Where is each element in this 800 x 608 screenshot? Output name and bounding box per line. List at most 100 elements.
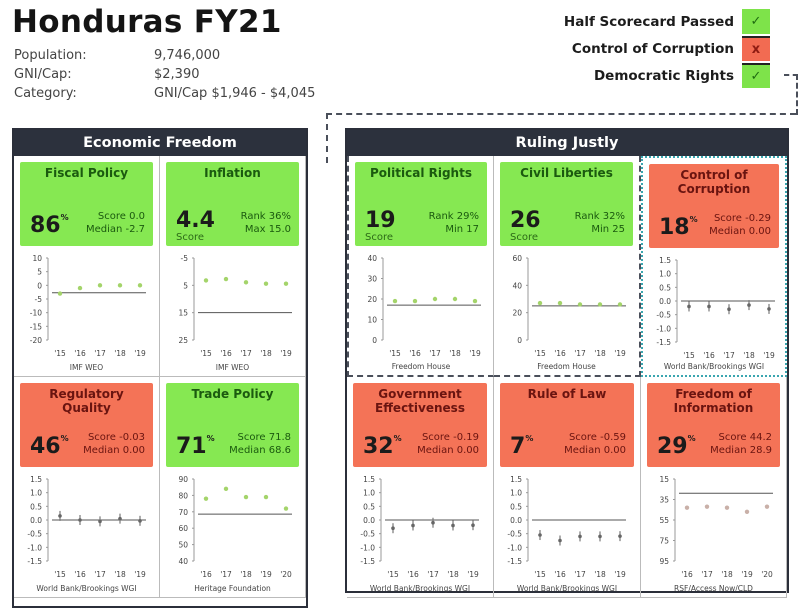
svg-text:'16: '16 [409,349,421,358]
svg-text:'17: '17 [701,570,713,579]
indicator-score: 32% [363,434,402,459]
svg-text:0.0: 0.0 [363,516,375,525]
indicator-card: Civil Liberties 26 Score Rank 32% Min 25 [500,162,633,246]
svg-text:1.0: 1.0 [363,489,375,498]
svg-text:-1.0: -1.0 [507,543,522,552]
legend-half-scorecard: Half Scorecard Passed ✓ [510,8,770,35]
info-gni: GNI/Cap: $2,390 [14,67,200,82]
svg-text:'18: '18 [594,570,606,579]
svg-text:'19: '19 [469,349,481,358]
legend-control-corruption: Control of Corruption x [510,35,770,62]
indicator-title: Inflation [204,166,261,180]
indicator-score: 86% [30,213,69,238]
svg-text:1.5: 1.5 [659,256,671,265]
svg-text:1.0: 1.0 [30,489,42,498]
indicator-card: Inflation 4.4 Score Rank 36% Max 15.0 [166,162,299,246]
section-header: Ruling Justly [347,130,787,156]
indicator-title: Civil Liberties [520,166,613,180]
svg-text:0: 0 [37,281,42,290]
svg-text:1.0: 1.0 [659,270,671,279]
svg-text:0: 0 [517,336,522,345]
indicator-title: Freedom of Information [673,387,754,415]
svg-text:-0.5: -0.5 [656,311,671,320]
data-source: Freedom House [537,362,596,371]
indicator-stats: Score -0.19 Median 0.00 [417,432,479,456]
svg-text:'15: '15 [54,349,66,358]
indicator-score: 29% [657,434,696,459]
svg-text:'17: '17 [427,570,439,579]
svg-text:15: 15 [659,475,669,484]
svg-text:1.0: 1.0 [510,489,522,498]
svg-text:80: 80 [178,491,188,500]
svg-text:-1.0: -1.0 [360,543,375,552]
indicator-political-rights: Political Rights 19 Score Rank 29% Min 17 40 3… [347,156,494,377]
svg-text:95: 95 [659,557,669,566]
data-source: RSF/Access Now/CLD [674,584,753,593]
svg-text:'18: '18 [594,349,606,358]
svg-text:-1.0: -1.0 [27,543,42,552]
indicator-title: Fiscal Policy [44,166,129,180]
svg-text:'15: '15 [534,570,546,579]
svg-text:'16: '16 [74,570,86,579]
country-info: Population: 9,746,000 GNI/Cap: $2,390 Cate… [14,46,315,103]
indicator-card: Freedom of Information 29% Score 44.2 Media… [647,383,780,467]
indicator-stats: Score 0.0 Median -2.7 [85,211,145,235]
trend-chart: -5 5 15 25 '15 '16 '17 '18 '19 [178,254,292,358]
indicator-stats: Rank 29% Min 17 [428,211,479,235]
svg-text:0.0: 0.0 [659,297,671,306]
indicator-trade-policy: Trade Policy 71% Score 71.8 Median 68.6 90 80… [160,377,306,598]
svg-text:'15: '15 [683,351,695,360]
indicator-score: 26 Score [510,208,541,243]
data-source: Freedom House [391,362,451,371]
svg-text:'16: '16 [554,349,566,358]
trend-chart: 15 35 55 75 95 '16 '17 '18 '19 '20 [659,475,773,579]
svg-text:'17: '17 [429,349,441,358]
indicator-stats: Score -0.03 Median 0.00 [83,432,145,456]
svg-text:'19: '19 [134,570,146,579]
svg-text:'20: '20 [761,570,773,579]
svg-text:50: 50 [178,541,188,550]
svg-text:'19: '19 [467,570,479,579]
data-source: IMF WEO [69,363,104,372]
indicator-stats: Score 44.2 Median 28.9 [710,432,772,456]
svg-text:-10: -10 [30,309,42,318]
scorecard-legend: Half Scorecard Passed ✓ Control of Corrup… [510,8,770,89]
svg-text:0.5: 0.5 [510,502,522,511]
svg-text:'18: '18 [449,349,461,358]
indicator-title: Trade Policy [191,387,274,401]
svg-text:'19: '19 [280,349,292,358]
svg-text:'17: '17 [574,349,586,358]
svg-text:'18: '18 [260,349,272,358]
data-source: World Bank/Brookings WGI [36,584,137,593]
svg-text:'17: '17 [220,570,232,579]
svg-text:5: 5 [37,268,42,277]
indicator-card: Political Rights 19 Score Rank 29% Min 17 [355,162,487,246]
indicator-regulatory-quality: Regulatory Quality 46% Score -0.03 Median 0… [14,377,160,598]
svg-text:'16: '16 [220,349,232,358]
x-icon: x [742,36,770,61]
svg-text:90: 90 [178,475,188,484]
svg-text:'18: '18 [114,349,126,358]
svg-text:1.5: 1.5 [510,475,522,484]
svg-text:'18: '18 [114,570,126,579]
svg-text:-0.5: -0.5 [27,530,42,539]
svg-text:-0.5: -0.5 [507,530,522,539]
indicator-card: Rule of Law 7% Score -0.59 Median 0.00 [500,383,634,467]
indicator-stats: Score 71.8 Median 68.6 [229,432,291,456]
indicator-score: 71% [176,434,215,459]
svg-text:20: 20 [367,295,377,304]
svg-text:'19: '19 [763,351,775,360]
svg-text:60: 60 [178,524,188,533]
svg-text:'18: '18 [447,570,459,579]
svg-text:5: 5 [183,281,188,290]
svg-text:'15: '15 [200,349,212,358]
indicator-stats: Rank 36% Max 15.0 [240,211,291,235]
indicator-civil-liberties: Civil Liberties 26 Score Rank 32% Min 25 60 40… [494,156,641,377]
trend-chart: 1.5 1.0 0.5 0.0 -0.5 -1.0 -1.5 '15 '16 '17 '18 '19 [507,475,626,579]
svg-text:0.0: 0.0 [30,516,42,525]
svg-text:0.5: 0.5 [363,502,375,511]
democratic-rights-connector-right [784,74,798,115]
svg-text:'18: '18 [743,351,755,360]
indicator-score: 19 Score [365,208,396,243]
trend-chart: 90 80 70 60 50 40 '16 '17 '18 '19 '20 [178,475,292,579]
